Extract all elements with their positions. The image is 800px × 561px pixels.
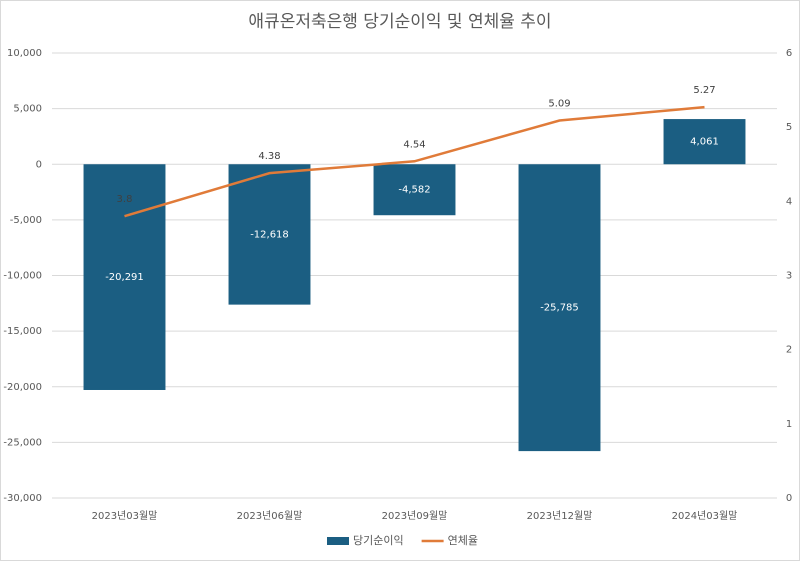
y2-tick-label: 5	[786, 122, 792, 133]
y2-tick-label: 4	[786, 196, 792, 207]
bar-value-label: -4,582	[398, 185, 430, 196]
x-tick-label: 2023년03월말	[92, 510, 158, 522]
y2-tick-label: 2	[786, 345, 792, 356]
legend-label: 당기순이익	[353, 534, 404, 547]
y2-tick-label: 3	[786, 271, 792, 282]
bar-value-label: -20,291	[105, 272, 144, 283]
line-value-label: 5.09	[548, 98, 570, 109]
x-tick-label: 2023년09월말	[382, 510, 448, 522]
y-tick-label: 0	[36, 159, 42, 170]
y2-tick-label: 6	[786, 48, 792, 59]
line-value-label: 4.54	[403, 139, 425, 150]
bar-value-label: -12,618	[250, 229, 289, 240]
bar	[663, 119, 746, 165]
y-tick-label: -20,000	[3, 382, 42, 393]
legend-swatch	[327, 537, 349, 545]
line	[124, 105, 705, 218]
bar	[518, 164, 601, 452]
line-value-label: 5.27	[693, 85, 715, 96]
y-tick-label: -15,000	[3, 326, 42, 337]
y-tick-label: -30,000	[3, 493, 42, 504]
bar	[228, 164, 311, 305]
x-tick-label: 2024년03월말	[672, 510, 738, 522]
y-tick-label: 10,000	[7, 48, 42, 59]
y2-tick-label: 0	[786, 493, 792, 504]
bar-value-label: 4,061	[690, 137, 719, 148]
x-tick-label: 2023년12월말	[527, 510, 593, 522]
y-tick-label: -10,000	[3, 271, 42, 282]
chart-title: 애큐온저축은행 당기순이익 및 연체율 추이	[248, 12, 551, 32]
x-tick-label: 2023년06월말	[237, 510, 303, 522]
y-tick-label: -25,000	[3, 437, 42, 448]
line-value-label: 3.8	[117, 194, 133, 205]
legend-label: 연체율	[448, 534, 478, 547]
bar	[83, 164, 166, 390]
line-value-label: 4.38	[258, 151, 280, 162]
y-tick-label: 5,000	[13, 104, 42, 115]
y-tick-label: -5,000	[10, 215, 42, 226]
bar	[373, 164, 456, 216]
bar-value-label: -25,785	[540, 303, 579, 314]
y2-tick-label: 1	[786, 419, 792, 430]
